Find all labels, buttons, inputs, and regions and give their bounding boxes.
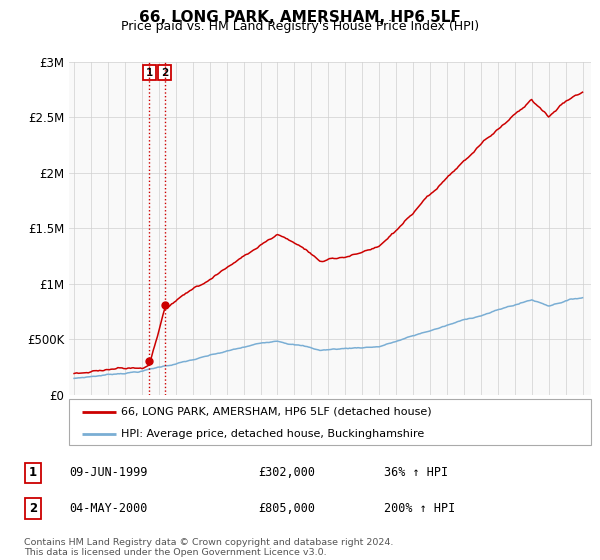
Text: Price paid vs. HM Land Registry's House Price Index (HPI): Price paid vs. HM Land Registry's House …	[121, 20, 479, 33]
Text: 1: 1	[146, 68, 153, 78]
Text: 200% ↑ HPI: 200% ↑ HPI	[384, 502, 455, 515]
Text: £805,000: £805,000	[258, 502, 315, 515]
Text: 2: 2	[29, 502, 37, 515]
Text: 36% ↑ HPI: 36% ↑ HPI	[384, 466, 448, 479]
Text: 66, LONG PARK, AMERSHAM, HP6 5LF (detached house): 66, LONG PARK, AMERSHAM, HP6 5LF (detach…	[121, 407, 432, 417]
Text: 1: 1	[29, 466, 37, 479]
Text: 2: 2	[161, 68, 168, 78]
Text: 09-JUN-1999: 09-JUN-1999	[69, 466, 148, 479]
Text: 04-MAY-2000: 04-MAY-2000	[69, 502, 148, 515]
Text: £302,000: £302,000	[258, 466, 315, 479]
Text: 66, LONG PARK, AMERSHAM, HP6 5LF: 66, LONG PARK, AMERSHAM, HP6 5LF	[139, 10, 461, 25]
Text: Contains HM Land Registry data © Crown copyright and database right 2024.
This d: Contains HM Land Registry data © Crown c…	[24, 538, 394, 557]
Text: HPI: Average price, detached house, Buckinghamshire: HPI: Average price, detached house, Buck…	[121, 429, 424, 438]
FancyBboxPatch shape	[69, 399, 591, 445]
